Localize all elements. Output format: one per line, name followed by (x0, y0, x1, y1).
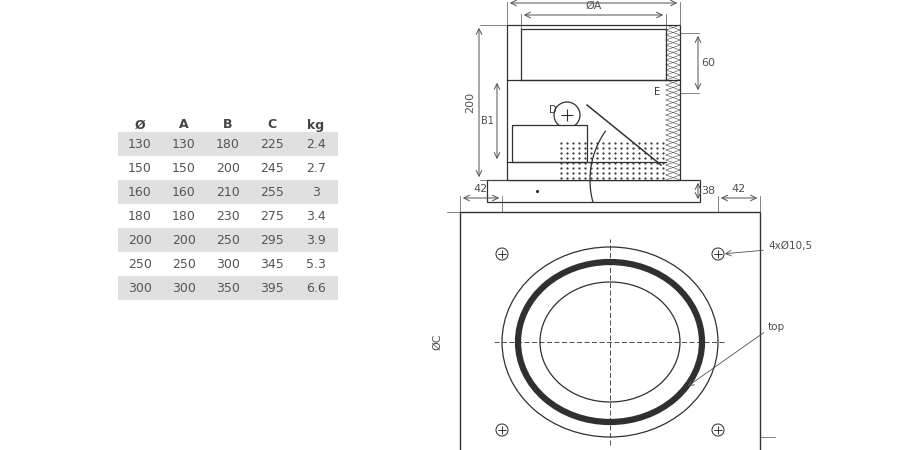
Text: 180: 180 (216, 138, 240, 150)
Text: 250: 250 (216, 234, 240, 247)
Text: 150: 150 (172, 162, 196, 175)
Bar (118, 180, 338, 204)
Text: 2.7: 2.7 (306, 162, 326, 175)
Bar (487, 180, 700, 202)
Text: ØA: ØA (585, 1, 602, 11)
Text: 180: 180 (128, 210, 152, 222)
Text: 3: 3 (312, 185, 319, 198)
Text: 275: 275 (260, 210, 284, 222)
Text: 250: 250 (172, 257, 196, 270)
Text: 6.6: 6.6 (306, 282, 326, 294)
Text: 200: 200 (172, 234, 196, 247)
Text: 300: 300 (172, 282, 196, 294)
Text: kg: kg (308, 118, 325, 131)
Bar (118, 228, 338, 252)
Bar (507, 25, 680, 180)
Text: 395: 395 (260, 282, 284, 294)
Text: 4xØ10,5: 4xØ10,5 (768, 241, 812, 251)
Text: Ø: Ø (135, 118, 145, 131)
Text: 255: 255 (260, 185, 284, 198)
Text: 300: 300 (216, 257, 240, 270)
Text: 2.4: 2.4 (306, 138, 326, 150)
Text: 295: 295 (260, 234, 284, 247)
Text: E: E (654, 87, 660, 97)
Text: 200: 200 (128, 234, 152, 247)
Text: 60: 60 (701, 58, 715, 68)
Text: 160: 160 (172, 185, 196, 198)
Text: 245: 245 (260, 162, 284, 175)
Text: 210: 210 (216, 185, 240, 198)
Text: 200: 200 (465, 92, 475, 113)
Text: 5.3: 5.3 (306, 257, 326, 270)
Text: 3.4: 3.4 (306, 210, 326, 222)
Text: 225: 225 (260, 138, 284, 150)
Text: A: A (179, 118, 189, 131)
Text: 180: 180 (172, 210, 196, 222)
Text: 130: 130 (172, 138, 196, 150)
Text: 38: 38 (701, 186, 716, 196)
Text: 3.9: 3.9 (306, 234, 326, 247)
Text: B1: B1 (482, 116, 494, 126)
Text: 230: 230 (216, 210, 240, 222)
Text: D: D (549, 105, 556, 115)
Text: B: B (223, 118, 233, 131)
Bar (460, 212, 760, 450)
Bar (512, 125, 587, 162)
Text: 150: 150 (128, 162, 152, 175)
Text: 160: 160 (128, 185, 152, 198)
Bar (118, 276, 338, 300)
Text: top: top (768, 322, 785, 332)
Text: 130: 130 (128, 138, 152, 150)
Text: 350: 350 (216, 282, 240, 294)
Text: 42: 42 (732, 184, 746, 194)
Text: 200: 200 (216, 162, 240, 175)
Bar (118, 132, 338, 156)
Text: 250: 250 (128, 257, 152, 270)
Text: ØC: ØC (432, 334, 442, 350)
Text: 42: 42 (474, 184, 488, 194)
Text: 300: 300 (128, 282, 152, 294)
Text: 345: 345 (260, 257, 284, 270)
Text: C: C (267, 118, 276, 131)
